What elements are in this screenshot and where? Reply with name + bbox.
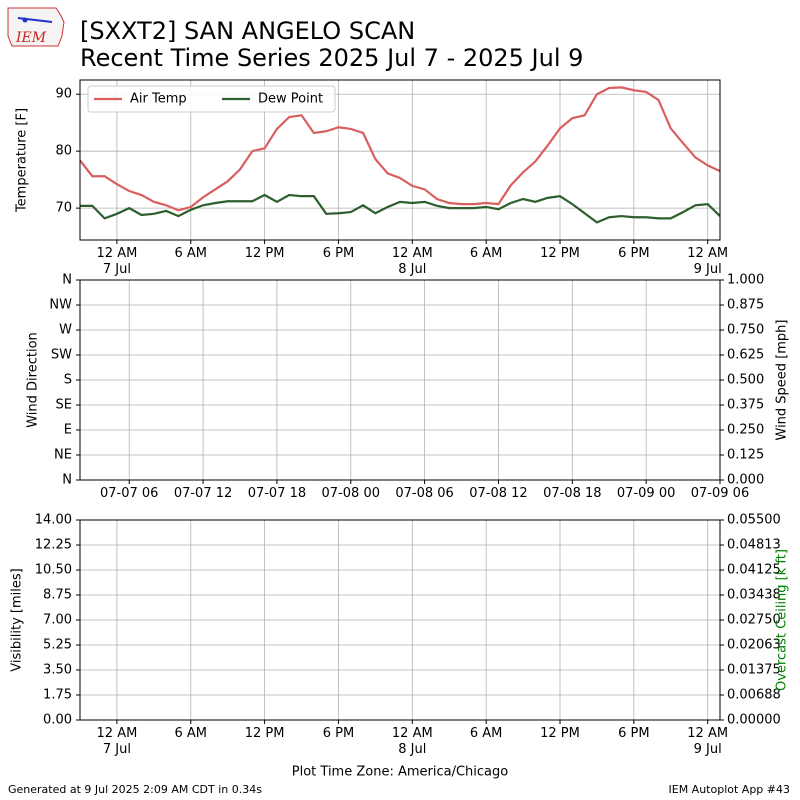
x-tick-label: 07-08 18 (543, 486, 602, 501)
y-tick-label: N (62, 473, 72, 488)
legend-label: Dew Point (258, 92, 323, 107)
y2-tick-label: 0.00000 (727, 713, 781, 728)
x-tick-label: 07-08 12 (469, 486, 528, 501)
y-tick-label: 12.25 (35, 538, 72, 553)
y-axis-label: Temperature [F] (15, 108, 30, 213)
x-tick-label: 6 AM (174, 726, 208, 741)
title: [SXXT2] SAN ANGELO SCAN (80, 17, 416, 45)
y-tick-label: 90 (55, 87, 72, 102)
x-axis-label: Plot Time Zone: America/Chicago (292, 765, 508, 780)
x-tick-label: 07-08 06 (395, 486, 454, 501)
data-line (79, 86, 721, 212)
x-tick-label: 07-09 06 (690, 486, 750, 501)
y2-tick-label: 0.750 (727, 323, 764, 338)
y-tick-label: 14.00 (35, 513, 72, 528)
y2-tick-label: 0.02063 (727, 638, 781, 653)
y-tick-label: N (62, 273, 72, 288)
y2-tick-label: 0.625 (727, 348, 764, 363)
plot-frame (79, 519, 721, 721)
x-tick-label: 6 AM (469, 246, 503, 261)
y2-tick-label: 0.02750 (727, 613, 781, 628)
x-tick-label: 12 AM 8 Jul (391, 726, 433, 757)
y2-tick-label: 0.04813 (727, 538, 781, 553)
y-tick-label: NE (54, 448, 72, 463)
x-tick-label: 6 PM (618, 726, 650, 741)
y-tick-label: NW (49, 298, 72, 313)
x-tick-label: 6 AM (469, 726, 503, 741)
y-tick-label: E (64, 423, 72, 438)
legend-box (87, 85, 336, 113)
y-tick-label: 0.00 (43, 713, 72, 728)
y2-tick-label: 0.00688 (727, 688, 781, 703)
y-tick-label: 5.25 (43, 638, 72, 653)
x-tick-label: 12 AM 7 Jul (96, 246, 138, 277)
y2-tick-label: 0.875 (727, 298, 764, 313)
x-tick-label: 6 AM (174, 246, 208, 261)
y-tick-label: 8.75 (43, 588, 72, 603)
x-tick-label: 07-09 00 (616, 486, 676, 501)
y-tick-label: 70 (55, 201, 72, 216)
legend: Air Temp Dew Point (87, 85, 336, 113)
y2-tick-label: 0.01375 (727, 663, 781, 678)
y-tick-label: 7.00 (43, 613, 72, 628)
y2-tick-label: 0.500 (727, 373, 764, 388)
logo: IEM (7, 7, 65, 47)
y2-tick-label: 0.375 (727, 398, 764, 413)
x-tick-label: 12 AM 8 Jul (391, 246, 433, 277)
x-tick-label: 12 AM 7 Jul (96, 726, 138, 757)
y2-tick-label: 0.04125 (727, 563, 781, 578)
logo-dot (22, 17, 28, 23)
y-tick-label: SW (51, 348, 72, 363)
legend-label: Air Temp (130, 92, 187, 107)
y-tick-label: S (64, 373, 72, 388)
x-tick-label: 07-07 06 (99, 486, 159, 501)
y-tick-label: 1.75 (43, 688, 72, 703)
y2-axis-label: Overcast Ceiling [k ft] (775, 549, 790, 691)
y-tick-label: W (59, 323, 72, 338)
plot-frame (79, 279, 721, 481)
x-tick-label: 07-08 00 (321, 486, 380, 501)
y2-tick-label: 0.03438 (727, 588, 781, 603)
y2-axis-label: Wind Speed [mph] (775, 320, 790, 441)
x-tick-label: 12 AM 9 Jul (687, 726, 729, 757)
y-tick-label: 3.50 (43, 663, 72, 678)
y-tick-label: SE (56, 398, 72, 413)
footer-left: Generated at 9 Jul 2025 2:09 AM CDT in 0… (8, 783, 262, 796)
y2-tick-label: 0.000 (727, 473, 764, 488)
y2-tick-label: 1.000 (727, 273, 764, 288)
footer-right: IEM Autoplot App #43 (668, 783, 791, 796)
logo-text: IEM (15, 30, 47, 46)
y-axis-label: Wind Direction (26, 332, 41, 428)
x-tick-label: 12 PM (244, 726, 285, 741)
x-tick-label: 6 PM (618, 246, 650, 261)
x-tick-label: 12 PM (244, 246, 285, 261)
data-line (80, 193, 721, 224)
x-tick-label: 6 PM (322, 726, 355, 741)
y2-tick-label: 0.125 (727, 448, 764, 463)
y2-tick-label: 0.05500 (727, 513, 781, 528)
plot-frame (79, 79, 721, 241)
x-tick-label: 07-07 18 (247, 486, 307, 501)
y-axis-label: Visibility [miles] (10, 568, 25, 671)
y2-tick-label: 0.250 (727, 423, 764, 438)
x-tick-label: 12 AM 9 Jul (687, 246, 729, 277)
x-tick-label: 12 PM (540, 726, 580, 741)
x-tick-label: 6 PM (322, 246, 355, 261)
y-tick-label: 10.50 (35, 563, 72, 578)
x-tick-label: 12 PM (540, 246, 580, 261)
y-tick-label: 80 (55, 144, 72, 159)
x-tick-label: 07-07 12 (173, 486, 233, 501)
subtitle: Recent Time Series 2025 Jul 7 - 2025 Jul… (80, 44, 584, 72)
